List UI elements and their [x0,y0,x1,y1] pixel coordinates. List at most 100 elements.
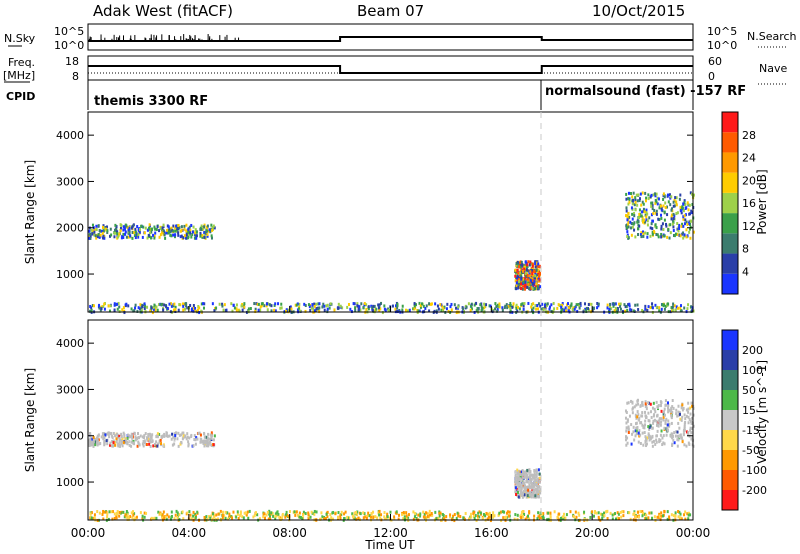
power-point [421,302,424,306]
velocity-point [150,436,153,440]
velocity-point [125,438,128,442]
velocity-point [118,444,121,448]
power-point [522,307,525,311]
velocity-point [472,511,475,515]
power-point [684,203,687,207]
velocity-point [648,425,651,429]
power-point [531,287,534,291]
velocity-colorbar-frame [721,329,739,511]
power-point [128,225,131,229]
velocity-colorbar-swatch [722,450,738,470]
velocity-colorbar-swatch [722,370,738,390]
velocity-point [652,401,655,405]
velocity-point [236,510,239,514]
velocity-point [677,509,680,513]
velocity-point [634,434,637,438]
velocity-point [166,434,169,438]
power-point [455,306,458,310]
velocity-point [637,413,640,417]
velocity-point [677,404,680,408]
power-point [203,223,206,227]
velocity-point [687,415,690,419]
power-point [596,306,599,310]
power-point [177,308,180,312]
velocity-point [122,441,125,445]
power-point [310,306,313,310]
power-point [587,303,590,307]
power-point [260,302,263,306]
power-point [567,302,570,306]
power-point [644,199,647,203]
power-point [356,304,359,308]
velocity-point [199,440,202,444]
power-point [89,232,92,236]
velocity-point [213,434,216,438]
power-point [303,302,306,306]
power-point [93,230,96,234]
power-point [529,260,532,264]
power-colorbar-tick-label: 28 [742,129,756,142]
velocity-point [134,438,137,442]
velocity-point [473,514,476,518]
velocity-point [141,442,144,446]
power-point [630,226,633,230]
velocity-point [678,510,681,514]
power-point [177,223,180,227]
power-point [674,308,677,312]
power-point [639,233,642,237]
velocity-point [658,512,661,516]
power-point [684,218,687,222]
velocity-point [685,414,688,418]
velocity-point [96,439,99,443]
velocity-point [664,421,667,425]
velocity-point [537,490,540,494]
power-point [109,227,112,231]
power-point [656,196,659,200]
power-point [203,230,206,234]
power-point [419,305,422,309]
power-point [632,191,635,195]
velocity-point [477,517,480,521]
velocity-point [245,513,248,517]
velocity-point [690,426,693,430]
velocity-point [642,424,645,428]
velocity-point [629,399,632,403]
velocity-point [692,424,695,428]
power-point [131,236,134,240]
power-point [134,230,137,234]
velocity-point [285,510,288,514]
power-point [143,302,146,306]
power-point [624,214,627,218]
power-point [533,269,536,273]
power-point [553,307,556,311]
velocity-point [108,443,111,447]
power-point [143,306,146,310]
power-point [156,308,159,312]
power-point [287,308,290,312]
velocity-point [535,492,538,496]
power-point [678,197,681,201]
velocity-point [299,515,302,519]
velocity-point [456,511,459,515]
velocity-point [674,511,677,515]
power-y-tick-label: 2000 [56,222,84,235]
velocity-point [102,517,105,521]
power-point [377,306,380,310]
velocity-point [96,443,99,447]
power-point [634,198,637,202]
power-point [158,235,161,239]
power-point [527,276,530,280]
velocity-point [143,515,146,519]
power-point [692,193,695,197]
velocity-point [89,432,92,436]
velocity-point [203,440,206,444]
velocity-point [522,479,525,483]
velocity-point [535,495,538,499]
power-point [655,200,658,204]
velocity-point [637,402,640,406]
velocity-point [178,517,181,521]
velocity-point [523,470,526,474]
power-colorbar-label: Power [dB] [755,169,769,234]
velocity-point [638,416,641,420]
power-point [646,223,649,227]
